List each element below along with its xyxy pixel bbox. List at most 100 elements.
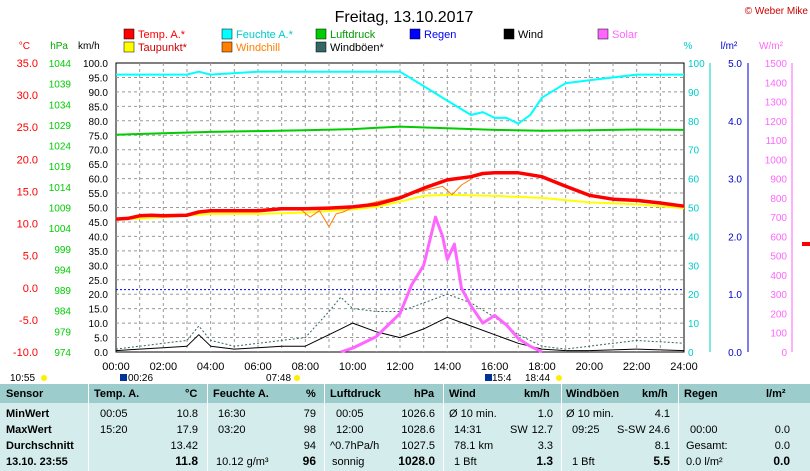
stats-table: Sensor Temp. A. °C Feuchte A. % Luftdruc… — [0, 384, 810, 471]
header-hum-unit: % — [306, 388, 316, 400]
wind-beaufort: 1 Bft — [454, 456, 477, 468]
press-min: 1026.6 — [401, 408, 435, 420]
tick-label-press: 999 — [54, 245, 71, 256]
chart-ticks: 35.0 30.0 25.0 20.0 15.0 10.0 5.0 0.0 -5.0 -10.0 1… — [13, 58, 788, 373]
tick-label-hum: 0 — [688, 348, 694, 359]
tick-label-solar: 1000 — [765, 155, 788, 166]
weather-chart: 35.0 30.0 25.0 20.0 15.0 10.0 5.0 0.0 -5.0 -10.0 1… — [10, 6, 810, 384]
tick-label-wind: 95.0 — [89, 73, 109, 84]
press-max-time: 12:00 — [336, 424, 364, 436]
legend-swatch — [409, 28, 421, 40]
legend-swatch — [315, 28, 327, 40]
wind-current: 1.3 — [536, 454, 553, 468]
rain-total-label: Gesamt: — [686, 440, 728, 452]
current-temp-marker — [802, 242, 810, 246]
rain-current: 0.0 — [773, 454, 790, 468]
tick-label-wind: 5.0 — [94, 334, 108, 345]
tick-label-x: 14:00 — [434, 361, 462, 373]
row-label-max: MaxWert — [6, 424, 52, 436]
legend-swatch — [123, 28, 135, 40]
tick-label-x: 20:00 — [576, 361, 604, 373]
temp-current: 11.8 — [175, 454, 198, 468]
press-max: 1028.6 — [401, 424, 435, 436]
tick-label-temp: -10.0 — [13, 347, 38, 359]
rain-total: 0.0 — [774, 440, 790, 452]
chart-title: Freitag, 13.10.2017 — [335, 9, 474, 26]
tick-label-press: 1009 — [49, 204, 72, 215]
press-trend: ^0.7hPa/h — [330, 440, 380, 452]
tick-label-rain: 2.0 — [728, 232, 742, 243]
tick-label-rain: 1.0 — [728, 290, 742, 301]
header-wind-unit: km/h — [524, 388, 550, 400]
gust-current: 5.5 — [653, 454, 670, 468]
legend-label: Solar — [612, 29, 638, 41]
tick-label-hum: 40 — [688, 232, 700, 243]
tick-label-wind: 80.0 — [89, 117, 109, 128]
tick-label-wind: 35.0 — [89, 247, 109, 258]
unit-wind: km/h — [78, 41, 100, 52]
tick-label-hum: 30 — [688, 261, 700, 272]
gust-max-time: 09:25 — [572, 424, 600, 436]
tick-label-press: 979 — [54, 327, 71, 338]
tick-label-solar: 100 — [770, 329, 787, 340]
tick-label-press: 1034 — [49, 100, 72, 111]
series-line-luftdruck — [115, 125, 685, 136]
tick-label-solar: 1500 — [765, 59, 788, 70]
chart-legend: Temp. A.* Feuchte A.* Luftdruck Regen Wind So… — [123, 28, 638, 54]
press-current: 1028.0 — [398, 454, 435, 468]
tick-label-press: 1014 — [49, 183, 72, 194]
tick-label-rain: 4.0 — [728, 117, 742, 128]
header-press-unit: hPa — [414, 388, 435, 400]
moon-icon — [485, 374, 492, 381]
legend-swatch — [123, 41, 135, 53]
legend-label: Wind — [518, 29, 543, 41]
tick-label-wind: 85.0 — [89, 102, 109, 113]
tick-label-rain: 5.0 — [728, 59, 742, 70]
header-rain: Regen — [684, 388, 718, 400]
tick-label-x: 04:00 — [197, 361, 225, 373]
tick-label-solar: 800 — [770, 194, 787, 205]
table-header — [0, 384, 810, 403]
tick-label-press: 1004 — [49, 224, 72, 235]
unit-hum: % — [684, 41, 693, 52]
tick-label-temp: 35.0 — [17, 58, 38, 70]
gust-avg-label: Ø 10 min. — [566, 408, 614, 420]
temp-min-time: 00:05 — [100, 408, 128, 420]
legend-label: Temp. A.* — [138, 29, 186, 41]
tick-label-temp: 0.0 — [23, 283, 38, 295]
row-label-date: 13.10. 23:55 — [6, 456, 68, 468]
tick-label-wind: 25.0 — [89, 276, 109, 287]
tick-label-temp: 5.0 — [23, 251, 38, 263]
tick-label-x: 22:00 — [623, 361, 651, 373]
temp-max: 17.9 — [176, 424, 198, 436]
tick-label-x: 00:00 — [102, 361, 130, 373]
series-line-taupunkt — [115, 193, 685, 221]
tick-label-x: 16:00 — [481, 361, 509, 373]
tick-label-wind: 40.0 — [89, 232, 109, 243]
tick-label-press: 994 — [54, 265, 71, 276]
hum-absolute: 10.12 g/m³ — [216, 456, 269, 468]
tick-label-temp: 30.0 — [17, 90, 38, 102]
gust-max-dir: S-SW — [617, 424, 646, 436]
header-rain-unit: l/m² — [766, 388, 786, 400]
press-avg: 1027.5 — [401, 440, 435, 452]
tick-label-hum: 80 — [688, 117, 700, 128]
series-line-solar — [340, 215, 543, 354]
tick-label-wind: 90.0 — [89, 88, 109, 99]
gust-avg2: 8.1 — [654, 440, 670, 452]
tick-label-solar: 700 — [770, 213, 787, 224]
hum-max: 98 — [303, 424, 316, 436]
tick-label-solar: 1400 — [765, 78, 788, 89]
row-label-min: MinWert — [6, 408, 50, 420]
tick-label-wind: 0.0 — [94, 348, 108, 359]
wind-distance: 78.1 km — [454, 440, 494, 452]
tick-label-press: 974 — [54, 348, 71, 359]
tick-label-wind: 30.0 — [89, 261, 109, 272]
chart-grid — [115, 62, 793, 353]
tick-label-hum: 100 — [688, 59, 705, 70]
sun-mark-d: 18:44 — [525, 373, 550, 384]
legend-label: Windböen* — [330, 42, 385, 54]
legend-label: Feuchte A.* — [236, 29, 294, 41]
wind-avg-label: Ø 10 min. — [449, 408, 497, 420]
tick-label-wind: 65.0 — [89, 160, 109, 171]
